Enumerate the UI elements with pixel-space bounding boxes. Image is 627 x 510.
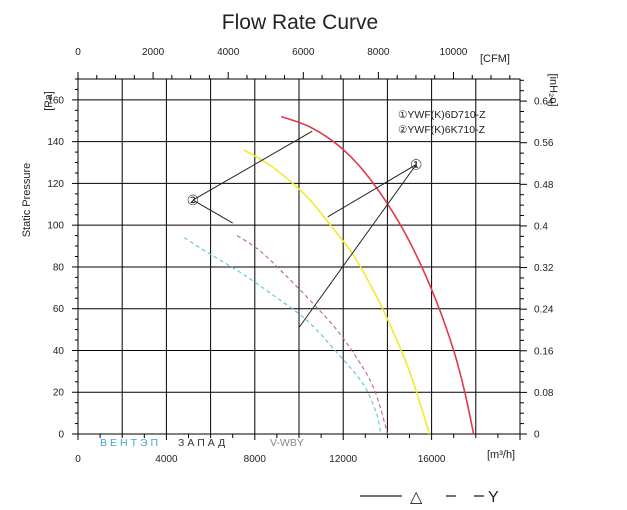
x-tick-label: 8000 [244,454,267,465]
annotation-leader-line [192,130,313,201]
y-tick-label: 80 [53,262,65,273]
series-curves [183,115,475,435]
series-curve-2 [243,149,431,435]
annotation-label-1: ① [410,157,423,173]
legend-entry-1: ①YWF(K)6D710-Z [398,109,486,121]
watermark-part-3: V-WBY [270,437,304,449]
top-tick-label: 6000 [292,47,315,58]
legend-entry-2: ②YWF(K)6K710-Z [398,124,486,136]
axis-ticks [72,72,527,440]
curve-annotations: ①② [187,130,423,328]
top-tick-label: 8000 [367,47,390,58]
right-tick-label: 0 [534,430,540,441]
top-tick-label: 10000 [440,47,468,58]
top-tick-label: 2000 [142,47,165,58]
axis-tick-labels: 0 4000 8000 12000 16000020406080100120140160… [47,47,554,465]
bottom-legend-y: Y [488,489,499,506]
y-axis-label: Static Pressure [21,163,33,238]
grid-lines [78,79,520,434]
y-tick-label: 20 [53,388,65,399]
top-tick-label: 4000 [217,47,240,58]
annotation-leader-line [298,164,417,328]
top-tick-label: 0 [75,47,81,58]
chart-title: Flow Rate Curve [222,11,378,34]
x-tick-label: 16000 [418,454,446,465]
watermark-part-2: ЗАПАД [178,437,228,449]
right-tick-label: 0.4 [534,221,548,232]
series-curve-3 [236,235,388,435]
y-tick-label: 160 [47,95,64,106]
right-tick-label: 0.64 [534,97,554,108]
bottom-axis-unit: [m³/h] [487,449,515,461]
bottom-legend-triangle: △ [410,489,423,506]
right-tick-label: 0.32 [534,263,554,274]
y-tick-label: 120 [47,179,64,190]
right-tick-label: 0.48 [534,180,554,191]
x-tick-label: 12000 [329,454,357,465]
y-tick-label: 40 [53,346,65,357]
x-tick-label: 4000 [155,454,178,465]
annotation-leader-line [192,199,233,224]
right-tick-label: 0.16 [534,346,554,357]
annotation-leader-line [327,164,417,218]
x-tick-label: 0 [75,454,81,465]
y-tick-label: 0 [58,430,64,441]
y-tick-label: 60 [53,304,65,315]
right-tick-label: 0.08 [534,388,554,399]
y-tick-label: 140 [47,137,64,148]
watermark-part-1: ВЕНТЭП [100,437,161,449]
annotation-label-2: ② [187,192,200,208]
y-tick-label: 100 [47,221,64,232]
right-tick-label: 0.24 [534,305,554,316]
top-axis-unit: [CFM] [480,53,510,65]
series-curve-4 [183,237,382,435]
right-tick-label: 0.56 [534,138,554,149]
right-axis-unit: [inH₂o] [547,73,559,106]
series-curve-1 [281,115,475,435]
left-axis-unit: [Pa] [43,91,55,111]
